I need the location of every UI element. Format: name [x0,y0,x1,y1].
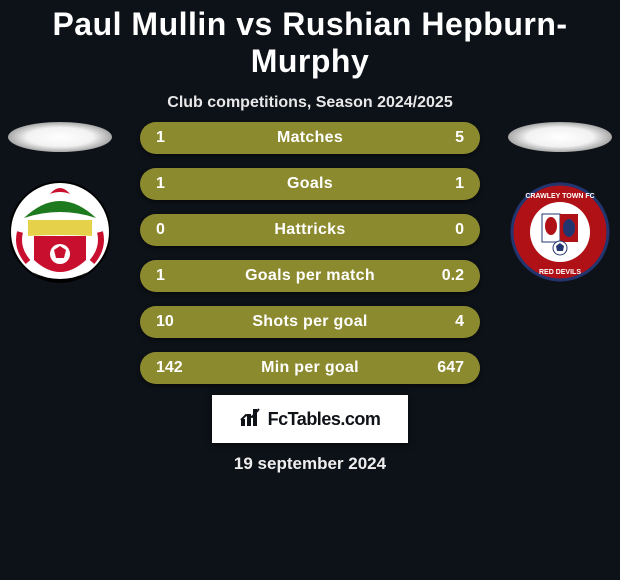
stat-row: 1 Matches 5 [140,122,480,154]
halo-ellipse [8,122,112,152]
stat-right-value: 647 [437,352,464,384]
page-subtitle: Club competitions, Season 2024/2025 [167,94,452,112]
stat-left-value: 0 [156,214,165,246]
svg-text:RED DEVILS: RED DEVILS [539,269,581,276]
stats-column: 1 Matches 5 1 Goals 1 0 Hattricks 0 1 Go… [140,122,480,384]
left-club-column [0,122,120,288]
brand-badge: FcTables.com [212,395,408,443]
brand-text: FcTables.com [268,409,381,430]
stat-row: 10 Shots per goal 4 [140,306,480,338]
brand-chart-icon [240,407,262,432]
svg-text:CRAWLEY TOWN FC: CRAWLEY TOWN FC [525,193,594,200]
comparison-infographic: Paul Mullin vs Rushian Hepburn-Murphy Cl… [0,0,620,580]
stat-label: Matches [277,129,343,147]
stat-right-value: 5 [455,122,464,154]
halo-ellipse [508,122,612,152]
right-club-crest: CRAWLEY TOWN FC RED DEVILS [510,176,610,288]
page-title: Paul Mullin vs Rushian Hepburn-Murphy [0,6,620,80]
stat-label: Shots per goal [252,313,367,331]
stat-label: Goals per match [245,267,375,285]
left-club-crest [10,176,110,288]
stat-left-value: 1 [156,260,165,292]
stat-left-value: 142 [156,352,183,384]
stat-label: Goals [287,175,333,193]
stat-left-value: 1 [156,168,165,200]
right-club-column: CRAWLEY TOWN FC RED DEVILS [500,122,620,288]
stat-right-value: 4 [455,306,464,338]
stat-label: Min per goal [261,359,359,377]
stat-right-value: 0 [455,214,464,246]
stat-right-value: 1 [455,168,464,200]
stat-row: 0 Hattricks 0 [140,214,480,246]
stat-right-value: 0.2 [442,260,464,292]
stat-row: 1 Goals 1 [140,168,480,200]
stat-left-value: 10 [156,306,174,338]
date-line: 19 september 2024 [0,454,620,474]
stat-left-value: 1 [156,122,165,154]
stat-row: 1 Goals per match 0.2 [140,260,480,292]
stat-label: Hattricks [274,221,345,239]
stat-row: 142 Min per goal 647 [140,352,480,384]
